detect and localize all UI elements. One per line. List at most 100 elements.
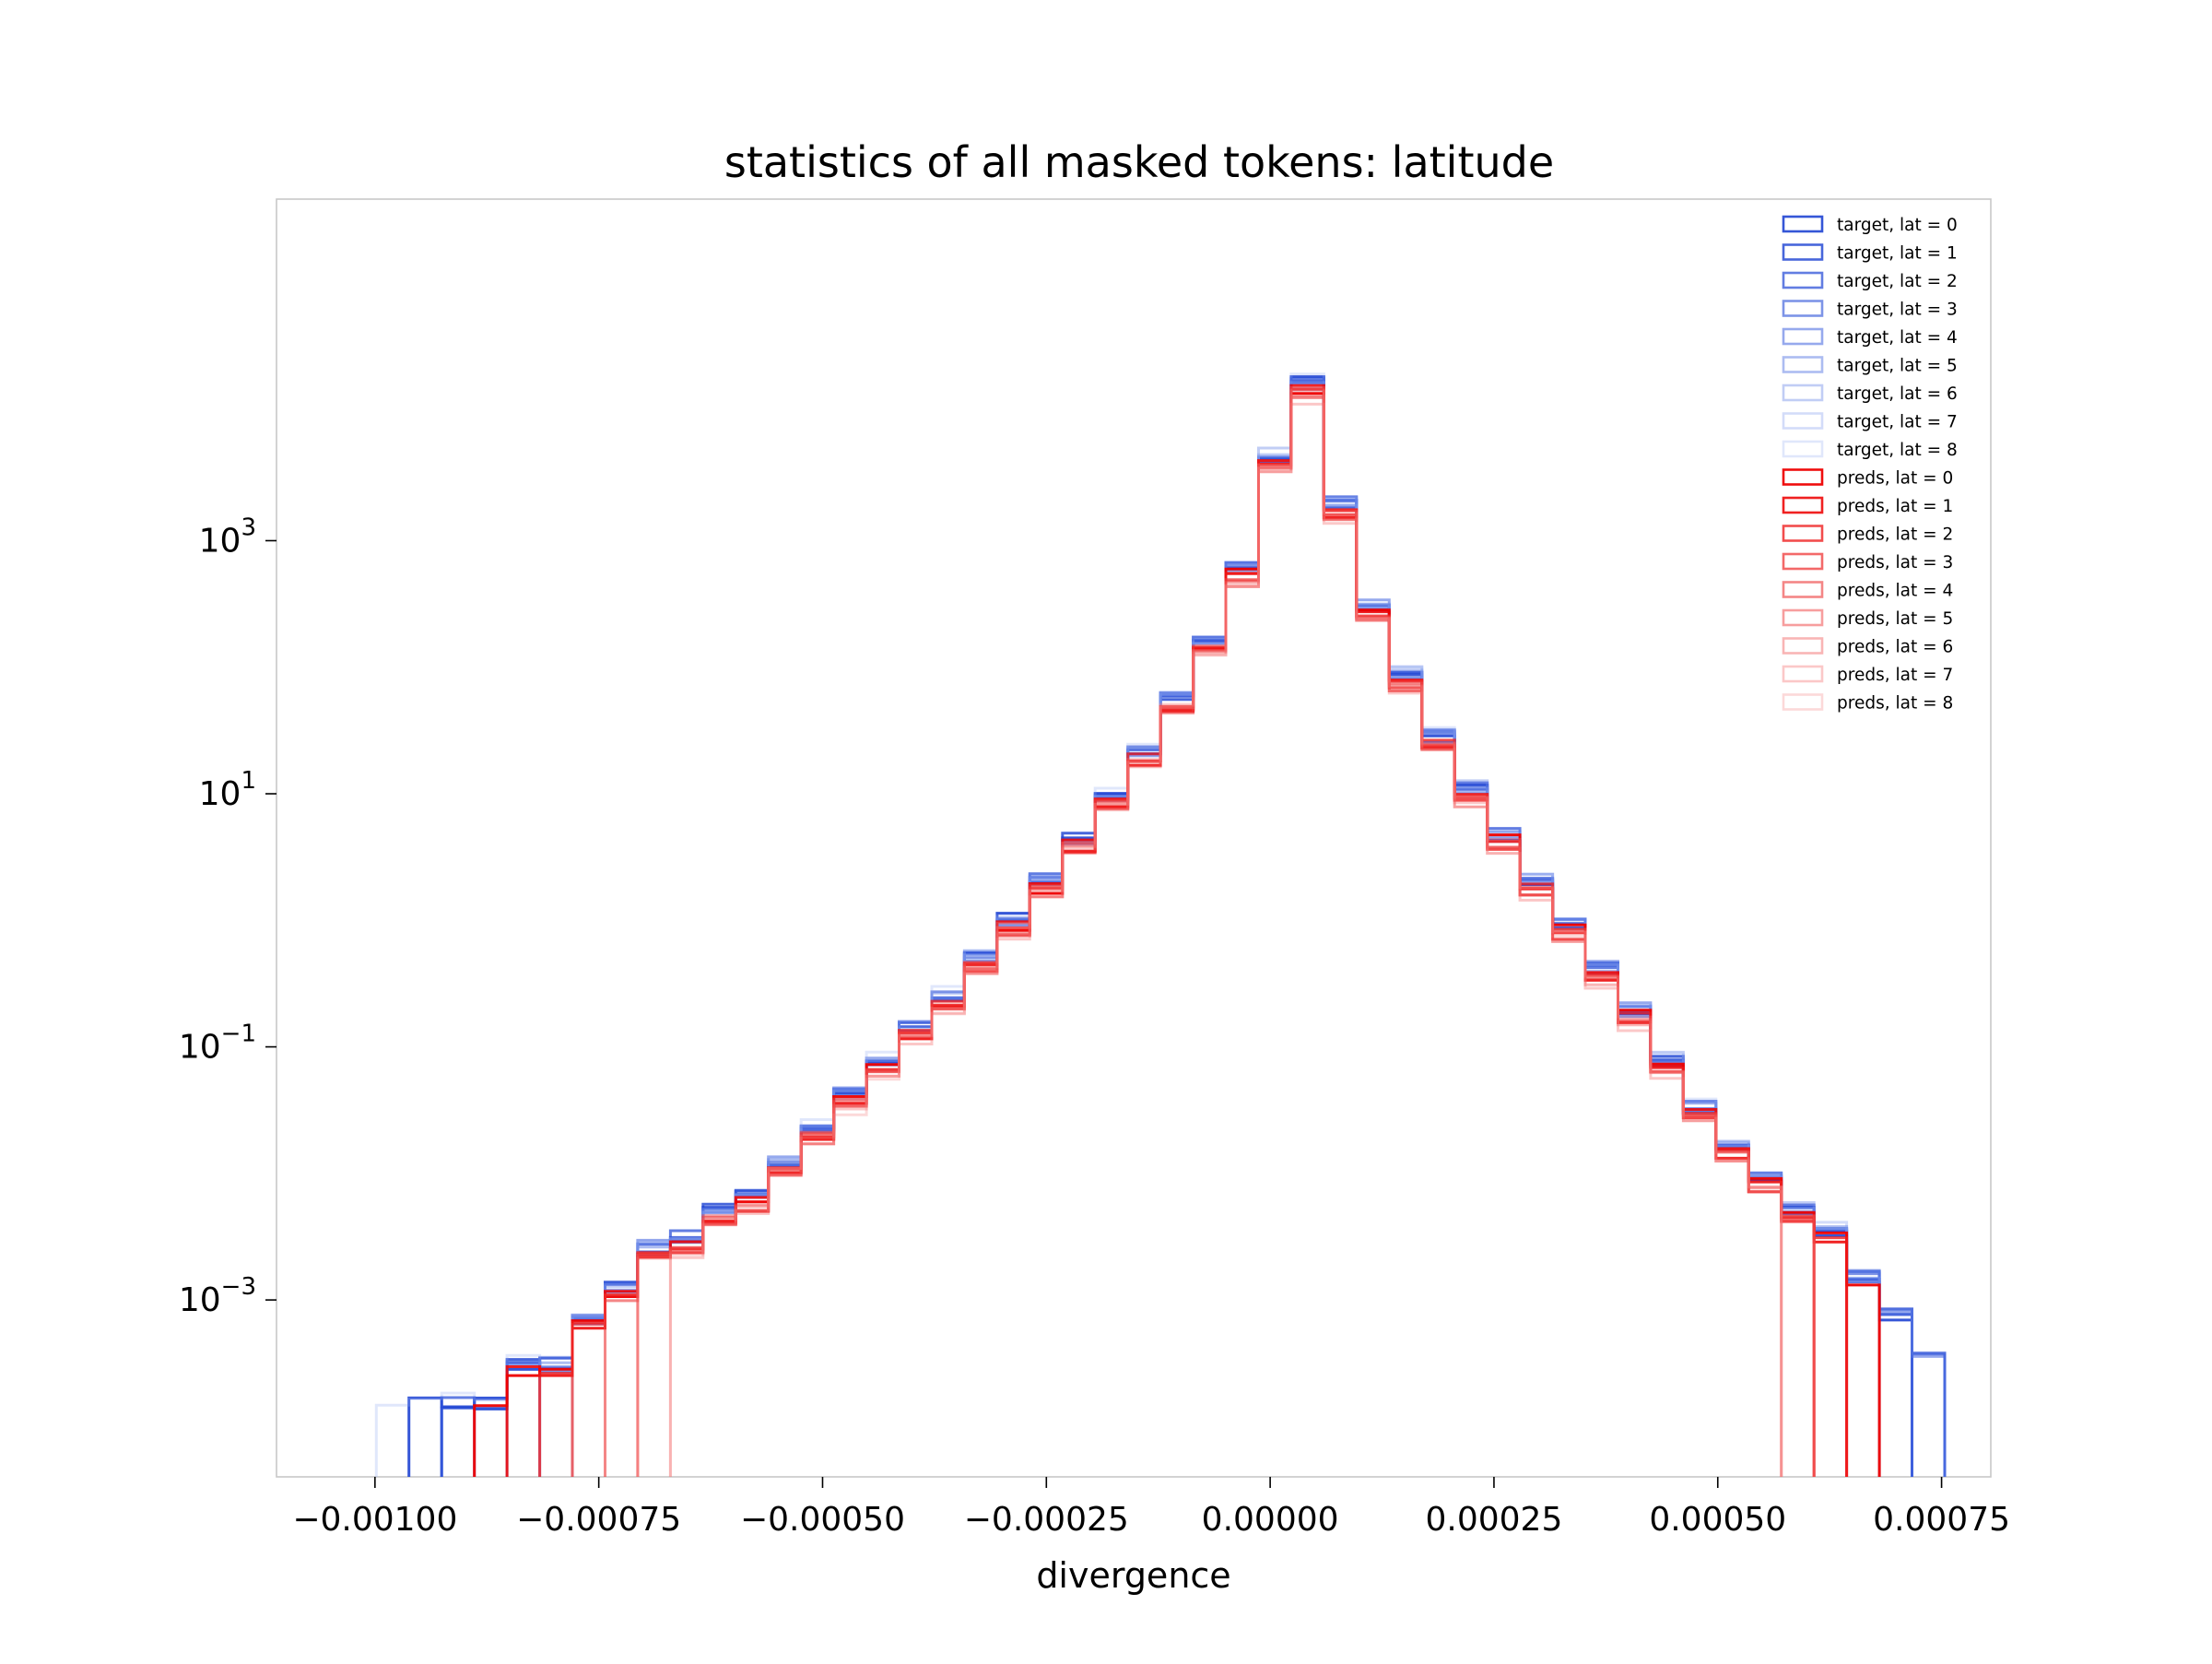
legend-item: target, lat = 6 [1782,384,1958,404]
series-preds-lat-5 [636,395,1816,1477]
legend-swatch [1782,243,1824,261]
histogram-step-line [374,372,1849,1477]
series-preds-lat-8 [668,389,1783,1477]
legend-item: target, lat = 2 [1782,271,1958,291]
legend-item: preds, lat = 0 [1782,468,1953,489]
legend-label: preds, lat = 6 [1837,638,1953,657]
series-target-lat-2 [440,377,1947,1477]
x-tick-label: 0.00025 [1426,1501,1563,1539]
x-tick-label: 0.00075 [1873,1501,2010,1539]
histogram-step-line [505,384,1849,1477]
histogram-step-line [604,395,1816,1477]
x-axis-ticks: −0.00100 −0.00075 −0.00050 −0.00025 0.00000 0… [292,1477,2010,1539]
x-tick-label: −0.00025 [964,1501,1129,1539]
histogram-step-line [668,389,1783,1477]
series-target-lat-5 [538,388,1913,1477]
legend-item: target, lat = 5 [1782,356,1958,376]
y-tick-base: 10 [199,775,241,813]
histogram-step-line [440,379,1913,1477]
series-preds-lat-6 [636,385,1783,1477]
legend-item: preds, lat = 7 [1782,665,1953,685]
series-target-lat-8 [374,372,1849,1477]
legend-label: target, lat = 8 [1837,441,1958,460]
legend-swatch [1782,693,1824,711]
legend-item: preds, lat = 8 [1782,693,1953,714]
series-target-lat-0 [407,375,1913,1477]
legend-label: target, lat = 5 [1837,357,1958,376]
series-preds-lat-3 [571,388,1816,1477]
legend-label: target, lat = 6 [1837,384,1958,404]
legend-item: preds, lat = 5 [1782,608,1953,629]
x-tick-label: −0.00100 [292,1501,457,1539]
series-target-lat-4 [505,381,1947,1477]
histogram-step-line [538,380,1881,1477]
legend-swatch [1782,552,1824,571]
legend-item: preds, lat = 6 [1782,637,1953,657]
y-tick-exponent: −3 [221,1273,256,1301]
series-preds-lat-0 [473,392,1881,1477]
histogram-series [374,372,1947,1477]
legend-item: target, lat = 4 [1782,327,1958,348]
legend-swatch [1782,665,1824,683]
y-tick-exponent: 3 [241,513,256,541]
legend-swatch [1782,525,1824,542]
x-tick-label: 0.00050 [1649,1501,1786,1539]
chart-title: statistics of all masked tokens: latitud… [724,137,1554,187]
series-target-lat-3 [473,381,1947,1477]
legend-swatch [1782,496,1824,514]
legend-item: preds, lat = 3 [1782,552,1953,572]
legend-item: preds, lat = 2 [1782,525,1953,545]
histogram-step-line [571,386,1881,1477]
series-preds-lat-7 [668,402,1783,1477]
y-tick-label: 10−3 [179,1273,256,1319]
y-tick-base: 10 [179,1029,221,1067]
legend-label: target, lat = 1 [1837,244,1958,264]
legend-item: target, lat = 0 [1782,215,1958,235]
legend-label: preds, lat = 4 [1837,582,1953,601]
plot-frame [276,198,1992,1478]
histogram-step-line [440,377,1947,1477]
legend-swatch [1782,271,1824,289]
legend-label: preds, lat = 2 [1837,525,1953,545]
series-target-lat-1 [440,379,1913,1477]
y-tick-exponent: 1 [241,767,256,795]
legend-swatch [1782,356,1824,373]
histogram-step-line [505,381,1947,1477]
histogram-step-line [571,388,1816,1477]
y-tick-label: 101 [199,767,256,813]
x-tick-label: 0.00000 [1202,1501,1339,1539]
histogram-step-line [407,375,1913,1477]
legend-item: target, lat = 1 [1782,243,1958,264]
legend-swatch [1782,215,1824,233]
series-preds-lat-2 [538,387,1849,1477]
legend-label: target, lat = 3 [1837,301,1958,320]
legend-swatch [1782,300,1824,317]
y-tick-base: 10 [179,1281,221,1319]
histogram-step-line [538,388,1913,1477]
legend-swatch [1782,327,1824,346]
legend-label: preds, lat = 0 [1837,469,1953,489]
legend-label: preds, lat = 1 [1837,497,1953,516]
histogram-step-line [636,395,1816,1477]
legend-label: target, lat = 2 [1837,272,1958,291]
legend-label: preds, lat = 3 [1837,553,1953,572]
y-tick-label: 103 [199,513,256,560]
histogram-step-line [473,392,1881,1477]
histogram-step-line [636,385,1783,1477]
y-tick-label: 10−1 [179,1021,256,1067]
series-preds-lat-4 [604,395,1816,1477]
legend-label: target, lat = 4 [1837,328,1958,348]
legend-item: target, lat = 3 [1782,300,1958,320]
legend-label: target, lat = 0 [1837,216,1958,235]
histogram-step-line [668,402,1783,1477]
legend-swatch [1782,581,1824,598]
legend-item: target, lat = 7 [1782,412,1958,432]
series-target-lat-6 [538,380,1881,1477]
legend-swatch [1782,637,1824,655]
legend-label: preds, lat = 7 [1837,666,1953,685]
legend-swatch [1782,384,1824,402]
legend-item: preds, lat = 4 [1782,581,1953,601]
legend-swatch [1782,608,1824,627]
